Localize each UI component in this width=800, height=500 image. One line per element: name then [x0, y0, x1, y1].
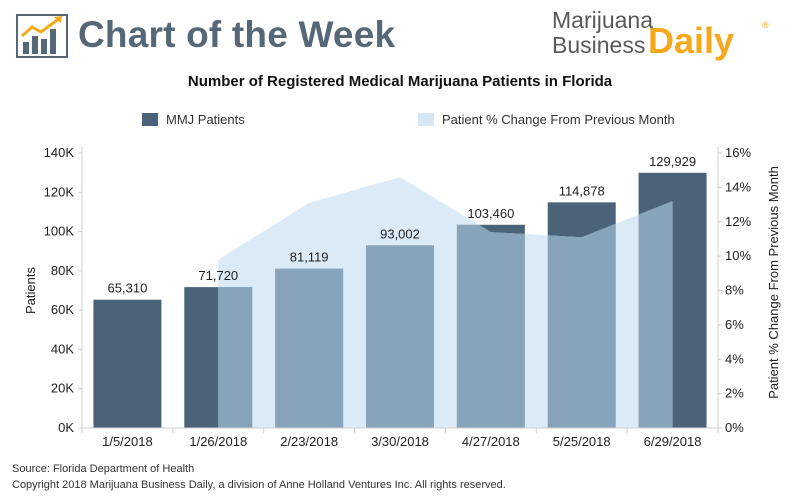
x-tick-label: 5/25/2018 — [553, 434, 611, 449]
data-label: 93,002 — [380, 226, 420, 241]
chart: 0K 20K 40K 60K 80K 100K 120K 140K 0% 2% 4% 6% 8% 10% 1… — [23, 145, 781, 449]
bar-overlay-6 — [638, 177, 673, 428]
brand-daily: Daily — [648, 20, 735, 61]
y-tick-label-left: 120K — [44, 184, 75, 199]
x-tick-label: 6/29/2018 — [644, 434, 702, 449]
header: Chart of the Week Marijuana Business Dai… — [0, 0, 800, 70]
y-tick-label-right: 2% — [725, 386, 744, 401]
data-label: 114,878 — [559, 183, 605, 198]
y-tick-label-right: 8% — [725, 283, 744, 298]
y-tick-label-right: 14% — [725, 179, 751, 194]
legend-item-patients: MMJ Patients — [142, 112, 245, 127]
source-note: Source: Florida Department of Health — [12, 463, 195, 475]
legend-swatch-change — [418, 113, 434, 126]
y-tick-label-right: 6% — [725, 317, 744, 332]
bar-overlay-3 — [366, 245, 434, 428]
bar-overlay-1 — [218, 287, 253, 428]
bar-overlay-4 — [456, 224, 525, 428]
legend-label-patients: MMJ Patients — [166, 112, 245, 127]
x-tick-label: 1/26/2018 — [189, 434, 247, 449]
y-tick-label-left: 60K — [51, 302, 74, 317]
copyright-note: Copyright 2018 Marijuana Business Daily,… — [12, 479, 506, 491]
y-tick-label-left: 140K — [44, 145, 75, 160]
y-axis-title-left: Patients — [23, 267, 38, 314]
legend-swatch-patients — [142, 113, 158, 126]
y-tick-label-left: 100K — [44, 224, 75, 239]
x-tick-label: 2/23/2018 — [280, 434, 338, 449]
chart-title: Number of Registered Medical Marijuana P… — [187, 73, 613, 90]
y-tick-label-left: 40K — [51, 341, 74, 356]
data-label: 129,929 — [649, 154, 696, 169]
page-title: Chart of the Week — [78, 14, 396, 55]
legend: MMJ Patients Patient % Change From Previ… — [0, 112, 800, 132]
y-tick-label-right: 0% — [725, 420, 744, 435]
x-tick-label: 4/27/2018 — [462, 434, 520, 449]
data-label: 81,119 — [290, 250, 329, 265]
data-label: 65,310 — [108, 281, 148, 296]
data-label: 71,720 — [198, 268, 238, 283]
footer: Source: Florida Department of Health Cop… — [12, 461, 506, 493]
brand-line2: Business — [552, 32, 646, 58]
x-tick-label: 3/30/2018 — [371, 434, 429, 449]
bar-overlay-5 — [547, 202, 616, 428]
bar-overlay-group — [218, 177, 673, 428]
brand-logo: Marijuana Business Daily ® — [552, 8, 772, 64]
brand-line1: Marijuana — [552, 7, 653, 33]
y-tick-label-left: 80K — [51, 263, 74, 278]
y-tick-label-right: 4% — [725, 351, 744, 366]
y-axis-title-right: Patient % Change From Previous Month — [766, 166, 781, 399]
legend-item-change: Patient % Change From Previous Month — [418, 112, 675, 127]
x-tick-label: 1/5/2018 — [102, 434, 153, 449]
data-label: 103,460 — [467, 206, 514, 221]
y-tick-label-left: 0K — [58, 420, 74, 435]
y-tick-label-left: 20K — [51, 381, 74, 396]
y-tick-label-right: 10% — [725, 248, 751, 263]
legend-label-change: Patient % Change From Previous Month — [442, 112, 675, 127]
bar-chart-trend-icon — [16, 14, 68, 58]
bar-0 — [93, 299, 162, 428]
brand-registered-mark: ® — [762, 20, 769, 30]
bar-overlay-2 — [275, 268, 344, 428]
y-tick-label-right: 12% — [725, 214, 751, 229]
y-tick-label-right: 16% — [725, 145, 751, 160]
